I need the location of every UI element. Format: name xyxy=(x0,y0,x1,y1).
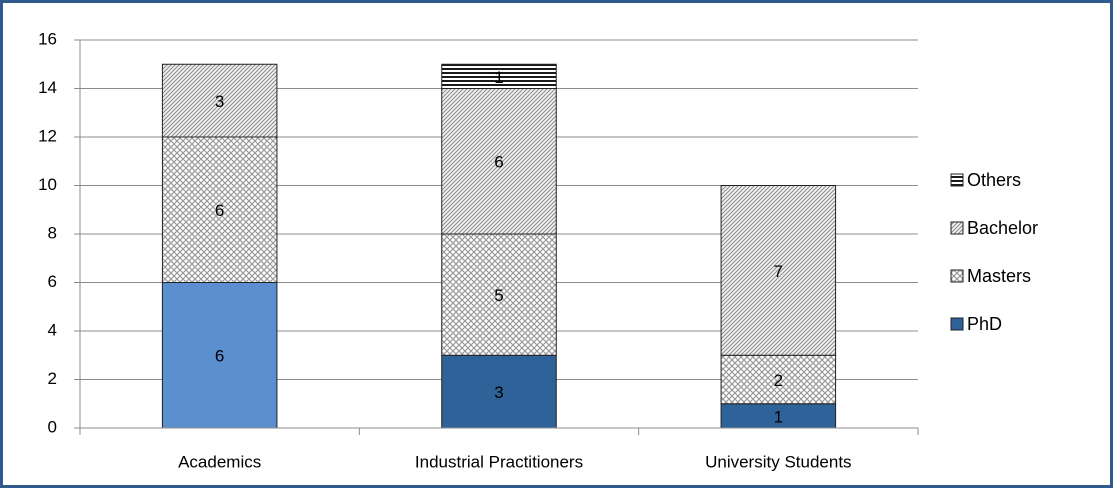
y-tick-label: 8 xyxy=(48,223,57,242)
y-tick-label: 12 xyxy=(38,126,57,145)
bar-segment xyxy=(441,233,557,356)
bar-segment xyxy=(720,403,837,429)
x-tick-label: Industrial Practitioners xyxy=(415,452,583,471)
x-tick-label: University Students xyxy=(705,452,851,471)
y-tick-label: 0 xyxy=(48,417,57,436)
data-label: 5 xyxy=(494,286,503,305)
data-label: 6 xyxy=(215,201,224,220)
bar-segment xyxy=(441,88,557,235)
legend-swatch xyxy=(950,269,964,283)
data-label: 3 xyxy=(494,383,503,402)
y-tick-label: 14 xyxy=(38,78,57,97)
bar-segment xyxy=(161,136,278,283)
data-label: 1 xyxy=(494,68,503,87)
data-label: 1 xyxy=(774,407,783,426)
y-tick-label: 2 xyxy=(48,369,57,388)
legend-swatch xyxy=(950,317,964,331)
bar-segment xyxy=(441,354,557,429)
data-label: 6 xyxy=(215,347,224,366)
legend-label: Bachelor xyxy=(967,218,1038,238)
data-label: 6 xyxy=(494,153,503,172)
data-label: 3 xyxy=(215,92,224,111)
data-label: 2 xyxy=(774,371,783,390)
legend-swatch xyxy=(950,221,964,235)
bar-segment xyxy=(441,63,557,89)
bar-segment xyxy=(720,354,837,405)
legend-swatch xyxy=(950,173,964,187)
legend-label: Masters xyxy=(967,266,1031,286)
legend-label: PhD xyxy=(967,314,1002,334)
y-tick-label: 4 xyxy=(48,320,57,339)
y-tick-label: 16 xyxy=(38,29,57,48)
bar-segment xyxy=(720,185,837,356)
x-tick-label: Academics xyxy=(178,452,261,471)
y-tick-label: 10 xyxy=(38,175,57,194)
legend-label: Others xyxy=(967,170,1021,190)
bar-segment xyxy=(161,282,278,429)
data-label: 7 xyxy=(774,262,783,281)
bar-segment xyxy=(161,63,278,138)
y-tick-label: 6 xyxy=(48,272,57,291)
